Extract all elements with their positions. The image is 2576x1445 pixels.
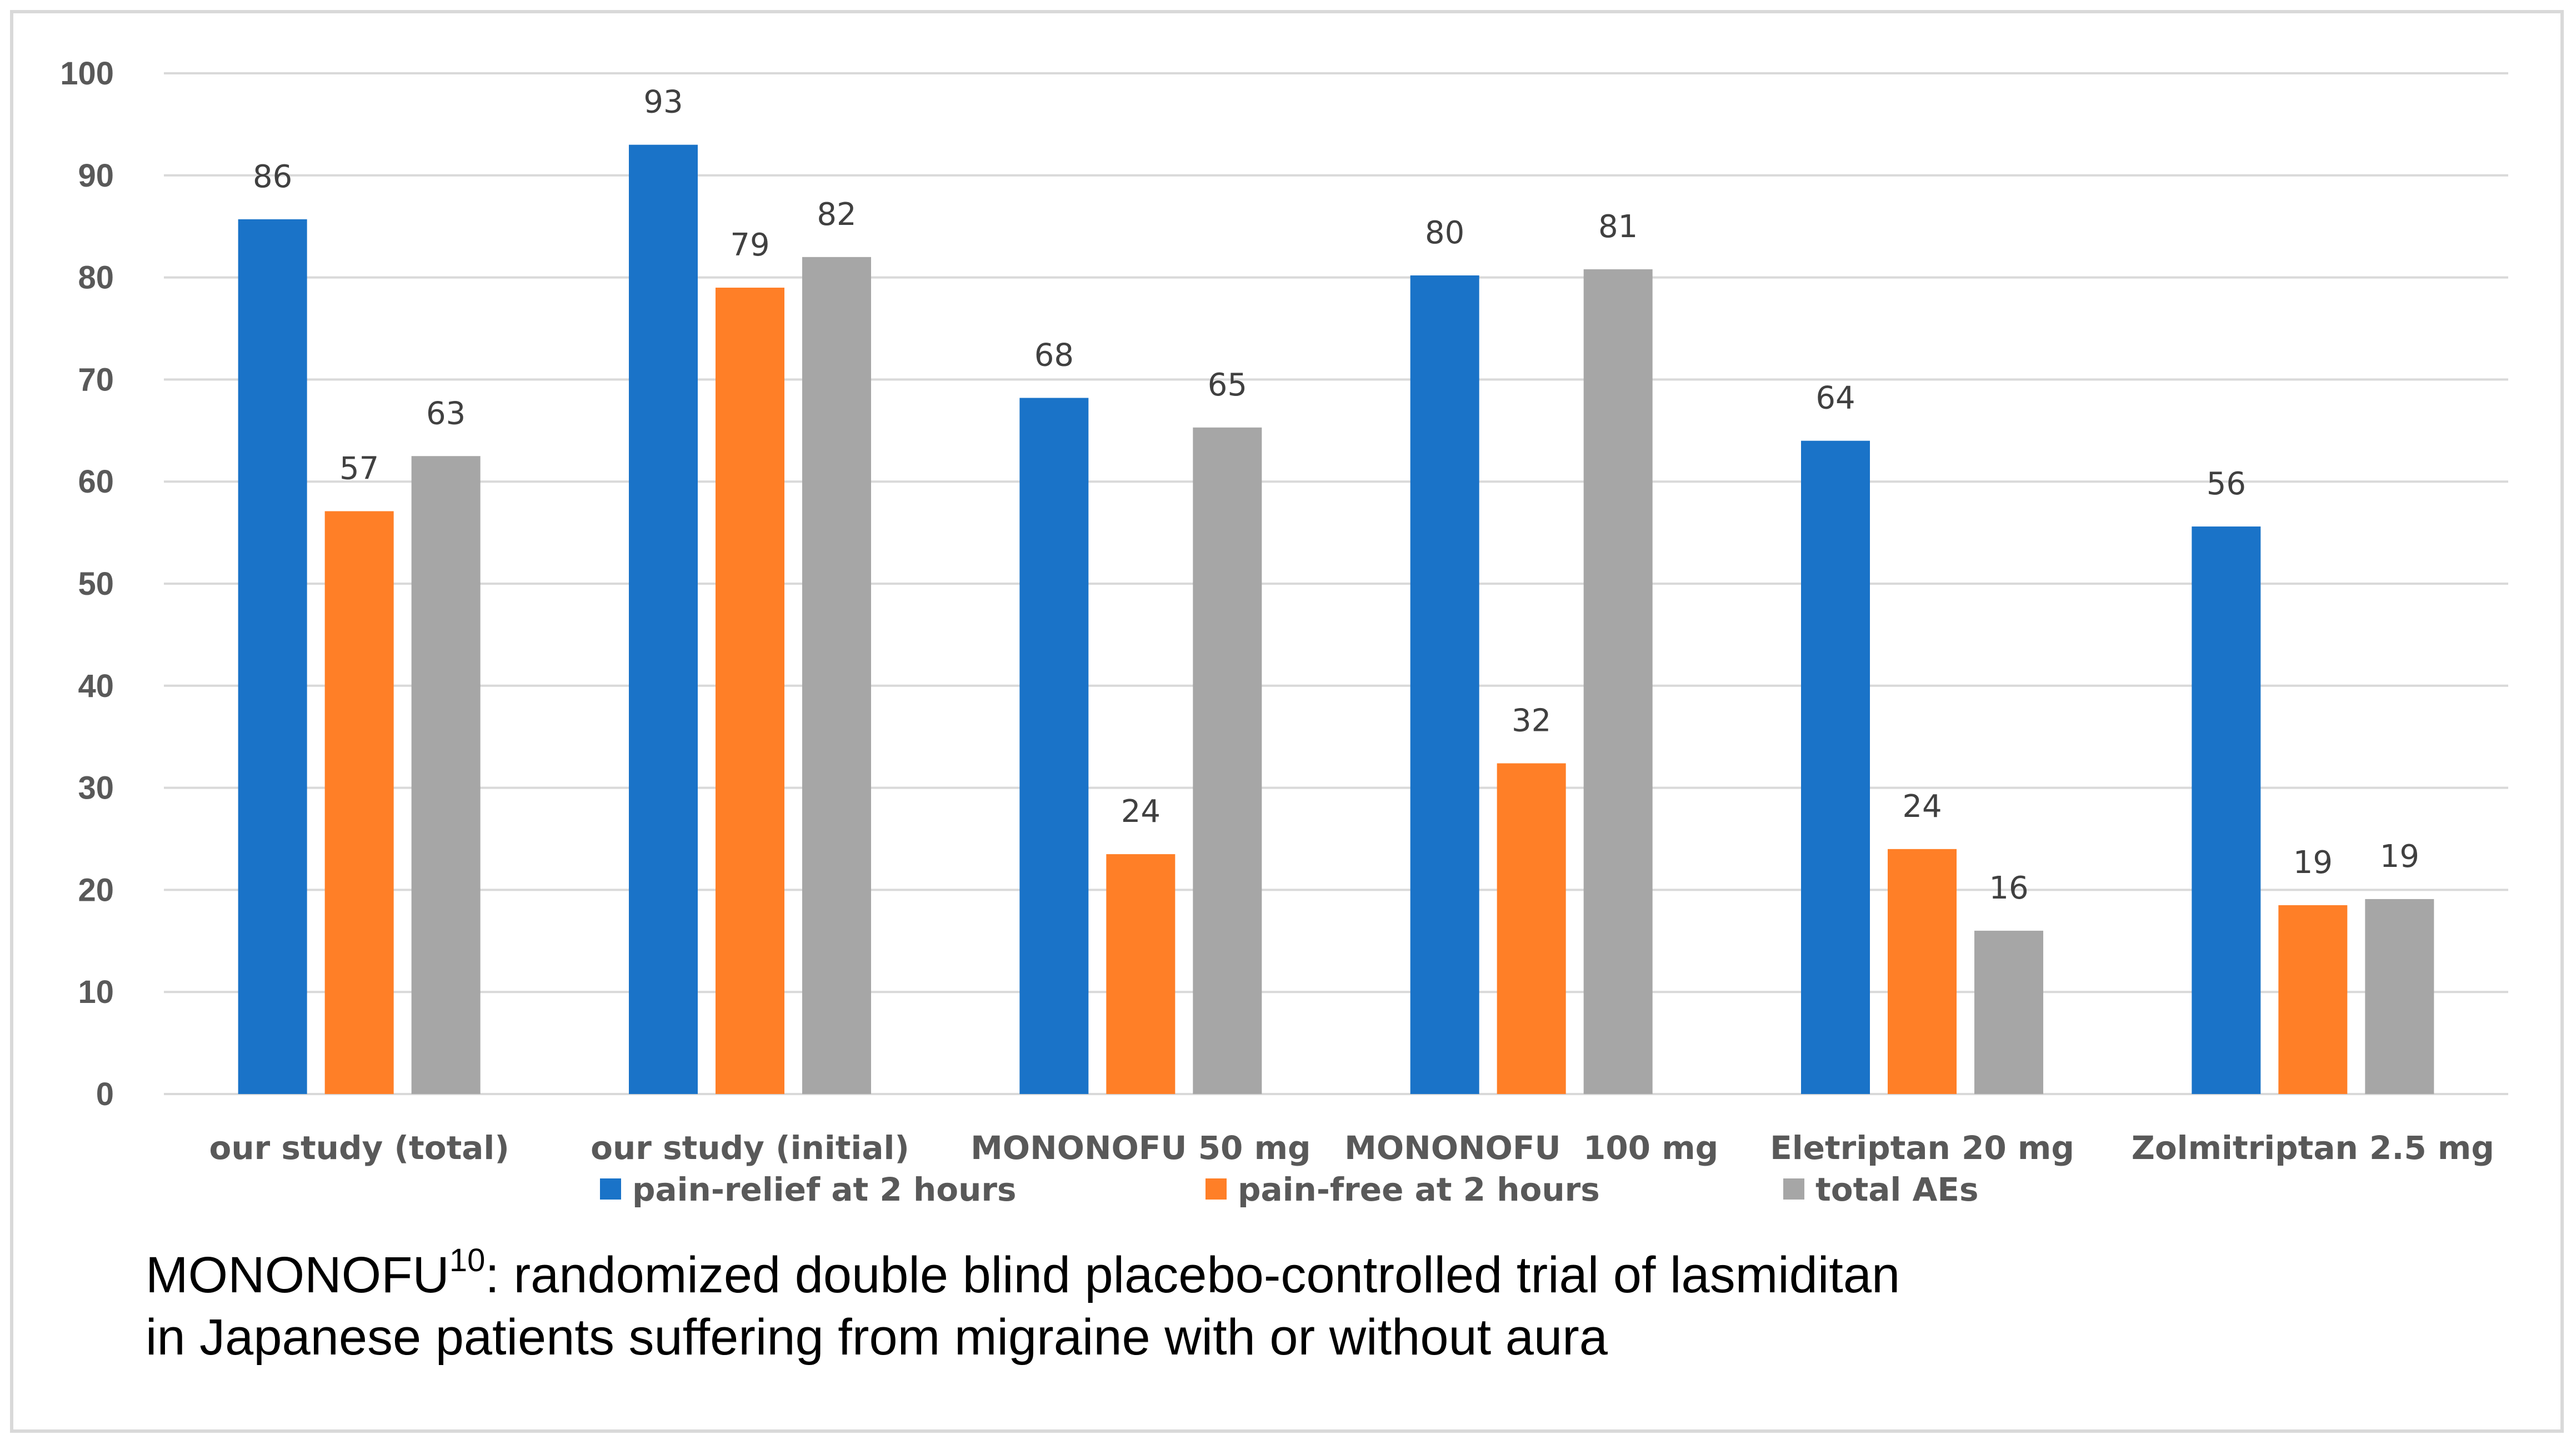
bar-3-5 — [1974, 930, 2043, 1094]
y-tick-label-20: 20 — [78, 872, 114, 908]
data-label-2-5: 24 — [1902, 789, 1942, 825]
bar-3-4 — [1583, 269, 1653, 1094]
category-label-3: MONONOFU 50 mg — [971, 1129, 1310, 1167]
data-label-1-6: 56 — [2207, 466, 2246, 502]
bar-3-1 — [411, 456, 481, 1094]
data-label-2-3: 24 — [1121, 794, 1161, 830]
y-tick-label-50: 50 — [78, 566, 114, 602]
y-tick-label-40: 40 — [78, 668, 114, 704]
data-label-3-6: 19 — [2380, 839, 2419, 875]
y-tick-label-100: 100 — [60, 56, 114, 92]
bar-1-6 — [2192, 526, 2261, 1094]
bar-2-1 — [324, 511, 394, 1095]
bar-3-3 — [1193, 427, 1262, 1094]
data-label-1-5: 64 — [1815, 380, 1855, 417]
y-tick-label-90: 90 — [78, 158, 114, 194]
y-tick-label-30: 30 — [78, 770, 114, 806]
data-label-1-4: 80 — [1425, 215, 1464, 251]
data-label-3-1: 63 — [426, 395, 466, 432]
footnote-line-1: MONONOFU10: randomized double blind plac… — [146, 1244, 2312, 1306]
bar-2-6 — [2278, 905, 2348, 1094]
footnote-line-2: in Japanese patients suffering from migr… — [146, 1309, 1608, 1366]
y-tick-label-0: 0 — [96, 1076, 114, 1112]
bar-3-2 — [802, 257, 871, 1095]
data-label-3-2: 82 — [817, 197, 856, 233]
category-label-1: our study (total) — [209, 1129, 509, 1167]
y-tick-label-10: 10 — [78, 974, 114, 1010]
data-labels: 86 93 68 80 64 56 57 79 24 32 24 19 63 82 65 81 16 19 — [253, 84, 2419, 906]
category-label-2: our study (initial) — [591, 1129, 909, 1167]
bar-1-1 — [238, 219, 307, 1095]
y-tick-label-60: 60 — [78, 464, 114, 500]
legend-label-2: pain-free at 2 hours — [1238, 1171, 1600, 1208]
footnote-reference: 10 — [449, 1242, 486, 1278]
legend-swatch-2 — [1206, 1178, 1227, 1200]
footnote-trial-name: MONONOFU — [146, 1247, 449, 1303]
data-label-3-4: 81 — [1598, 209, 1638, 245]
bar-2-2 — [716, 287, 784, 1094]
data-label-2-2: 79 — [730, 227, 769, 263]
bar-1-5 — [1801, 440, 1870, 1095]
data-label-1-1: 86 — [253, 159, 292, 195]
bar-2-4 — [1497, 763, 1566, 1094]
bar-1-2 — [629, 144, 698, 1094]
bars — [238, 144, 2434, 1095]
legend: pain-relief at 2 hours pain-free at 2 hou… — [600, 1171, 1979, 1208]
category-label-6: Zolmitriptan 2.5 mg — [2132, 1129, 2494, 1167]
bar-3-6 — [2365, 899, 2434, 1094]
data-label-3-5: 16 — [1989, 870, 2028, 906]
gridlines — [164, 72, 2508, 1095]
footnote-line-1-text: : randomized double blind placebo-contro… — [485, 1247, 1900, 1303]
category-label-5: Eletriptan 20 mg — [1770, 1129, 2074, 1167]
data-label-2-6: 19 — [2293, 845, 2333, 881]
legend-swatch-3 — [1783, 1178, 1804, 1200]
y-tick-label-80: 80 — [78, 260, 114, 296]
legend-swatch-1 — [600, 1178, 621, 1200]
legend-label-3: total AEs — [1815, 1171, 1979, 1208]
y-tick-label-70: 70 — [78, 362, 114, 398]
bar-1-3 — [1019, 398, 1089, 1094]
bar-1-4 — [1410, 275, 1479, 1094]
data-label-2-4: 32 — [1512, 703, 1551, 739]
bar-2-5 — [1888, 849, 1957, 1094]
data-label-1-3: 68 — [1034, 337, 1074, 373]
data-label-3-3: 65 — [1208, 367, 1247, 403]
footnote: MONONOFU10: randomized double blind plac… — [146, 1244, 2312, 1368]
y-axis-tick-labels: 0 10 20 30 40 50 60 70 80 90 100 — [60, 56, 114, 1112]
category-label-4: MONONOFU 100 mg — [1344, 1129, 1718, 1167]
x-axis-category-labels: our study (total) our study (initial) MONO… — [209, 1129, 2494, 1167]
legend-label-1: pain-relief at 2 hours — [632, 1171, 1017, 1208]
data-label-2-1: 57 — [339, 451, 379, 487]
data-label-1-2: 93 — [643, 84, 683, 121]
bar-2-3 — [1106, 854, 1176, 1094]
